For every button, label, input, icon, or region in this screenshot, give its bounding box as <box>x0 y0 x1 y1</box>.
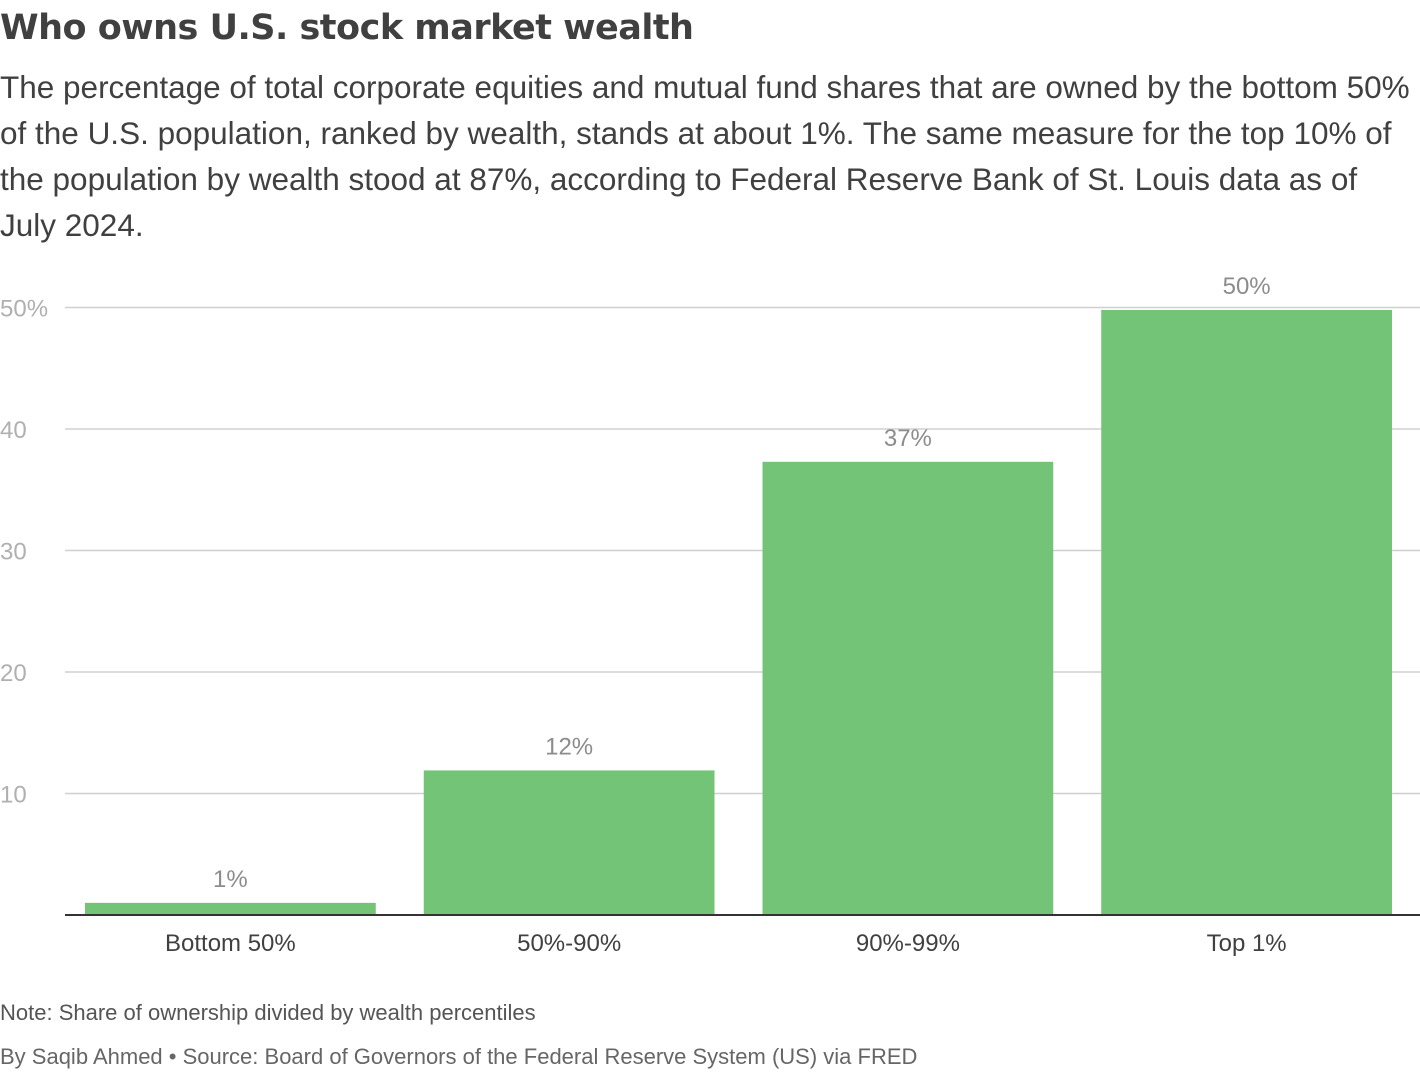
bar <box>423 770 715 915</box>
bar <box>762 461 1054 915</box>
bar-value-label: 37% <box>884 425 932 452</box>
bar-value-label: 1% <box>213 866 248 893</box>
y-tick-label: 50% <box>0 296 48 323</box>
data-labels: 1% 12% 37% 50% <box>213 273 1271 893</box>
bar-value-label: 50% <box>1223 273 1271 300</box>
chart-source: By Saqib Ahmed • Source: Board of Govern… <box>0 1044 918 1069</box>
y-tick-label: 40 <box>0 417 27 444</box>
x-category-label: Top 1% <box>1207 930 1287 957</box>
x-axis-category-labels: Bottom 50% 50%-90% 90%-99% Top 1% <box>165 930 1287 957</box>
bar <box>1101 309 1392 915</box>
bar-value-label: 12% <box>545 733 593 760</box>
chart-note: Note: Share of ownership divided by weal… <box>0 1000 536 1025</box>
y-tick-label: 10 <box>0 782 27 809</box>
y-tick-label: 20 <box>0 660 27 687</box>
bar-chart: 10 20 30 40 50% 1% 12% 37% 50% Bottom 50% 50%-90… <box>0 273 1420 957</box>
y-axis-tick-labels: 10 20 30 40 50% <box>0 296 48 809</box>
chart-title: Who owns U.S. stock market wealth <box>0 8 694 48</box>
y-tick-label: 30 <box>0 539 27 566</box>
x-category-label: 90%-99% <box>856 930 960 957</box>
x-category-label: Bottom 50% <box>165 930 296 957</box>
chart-subtitle: The percentage of total corporate equiti… <box>0 69 1410 243</box>
x-category-label: 50%-90% <box>517 930 621 957</box>
bar <box>85 902 376 915</box>
bars <box>85 309 1392 915</box>
